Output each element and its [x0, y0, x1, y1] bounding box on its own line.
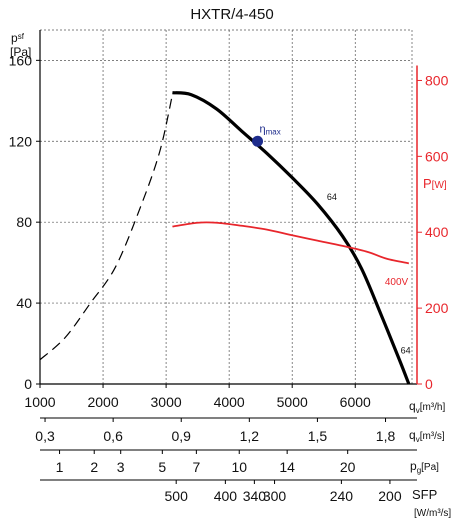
x-tick-label: 4000 — [214, 394, 245, 410]
x4-ticks-label: 500 — [165, 488, 189, 504]
x-tick-label: 5000 — [277, 394, 308, 410]
y-axis-unit: [Pa] — [10, 45, 31, 59]
y-tick-label: 160 — [9, 52, 33, 68]
x4-ticks-label: 300 — [263, 488, 287, 504]
x4-ticks-label: 340 — [243, 488, 267, 504]
curve-annotation: 64 — [327, 192, 337, 202]
y2-tick-label: 800 — [425, 72, 449, 88]
y-axis-label: psf — [11, 31, 25, 45]
x3-ticks-label: 20 — [340, 459, 356, 475]
x-axis-2-label: qv[m³/s] — [409, 428, 445, 444]
eta-max-marker — [252, 135, 264, 147]
x2-ticks-label: 0,9 — [171, 428, 191, 444]
x-tick-label: 3000 — [151, 394, 182, 410]
chart-title: HXTR/4-450 — [190, 6, 273, 23]
x2-ticks-label: 0,3 — [35, 428, 55, 444]
x3-ticks-label: 14 — [279, 459, 295, 475]
x-tick-label: 1000 — [24, 394, 55, 410]
x-axis-label: qv[m³/h] — [409, 399, 445, 415]
x2-ticks-label: 1,2 — [240, 428, 260, 444]
x3-ticks-label: 2 — [90, 459, 98, 475]
x3-ticks-label: 1 — [56, 459, 64, 475]
y-tick-label: 40 — [16, 295, 32, 311]
x2-ticks-label: 1,8 — [376, 428, 396, 444]
y2-tick-label: 600 — [425, 148, 449, 164]
x4-ticks-label: 400 — [214, 488, 238, 504]
x-axis-4-unit: [W/m³/s] — [414, 508, 451, 519]
series — [39, 91, 411, 385]
x-tick-label: 2000 — [87, 394, 118, 410]
x2-ticks-label: 1,5 — [308, 428, 328, 444]
y2-axis-ticks: 0 200 400 600 800 — [417, 72, 449, 392]
y-axis-ticks: 0 40 80 120 160 — [9, 52, 40, 392]
y-tick-label: 80 — [16, 214, 32, 230]
x-axis-3-label: pg[Pa] — [410, 459, 439, 475]
x-tick-label: 6000 — [340, 394, 371, 410]
x2-ticks-label: 0,6 — [103, 428, 123, 444]
y2-tick-label: 200 — [425, 300, 449, 316]
x3-ticks-label: 5 — [158, 459, 166, 475]
grid-lines — [39, 29, 418, 385]
x3-ticks-label: 10 — [231, 459, 247, 475]
eta-max-label: ηmax — [260, 123, 281, 136]
series-power — [172, 221, 410, 265]
x4-ticks-label: 200 — [378, 488, 402, 504]
x-axis-2-ticks: 0,3 0,6 0,9 1,2 1,5 1,8 — [35, 417, 417, 444]
x3-ticks-label: 7 — [192, 459, 200, 475]
annotations: 64 400V 64 — [327, 192, 411, 356]
series-pressure-solid — [172, 91, 411, 385]
x-axis-4-label: SFP — [412, 487, 437, 502]
y2-axis-label: P[W] — [423, 176, 447, 191]
x3-ticks-label: 3 — [117, 459, 125, 475]
series-pressure-dashed — [39, 94, 173, 361]
y2-tick-label: 0 — [425, 376, 433, 392]
x4-ticks-label: 240 — [330, 488, 354, 504]
y-tick-label: 120 — [9, 133, 33, 149]
curve-annotation: 400V — [385, 277, 409, 288]
y-tick-label: 0 — [24, 376, 32, 392]
curve-annotation: 64 — [401, 346, 411, 356]
y2-tick-label: 400 — [425, 224, 449, 240]
x-axis-3-ticks: 1 2 3 5 7 10 14 20 — [40, 449, 417, 475]
x-axis-ticks: 1000 2000 3000 4000 5000 6000 — [24, 384, 371, 410]
